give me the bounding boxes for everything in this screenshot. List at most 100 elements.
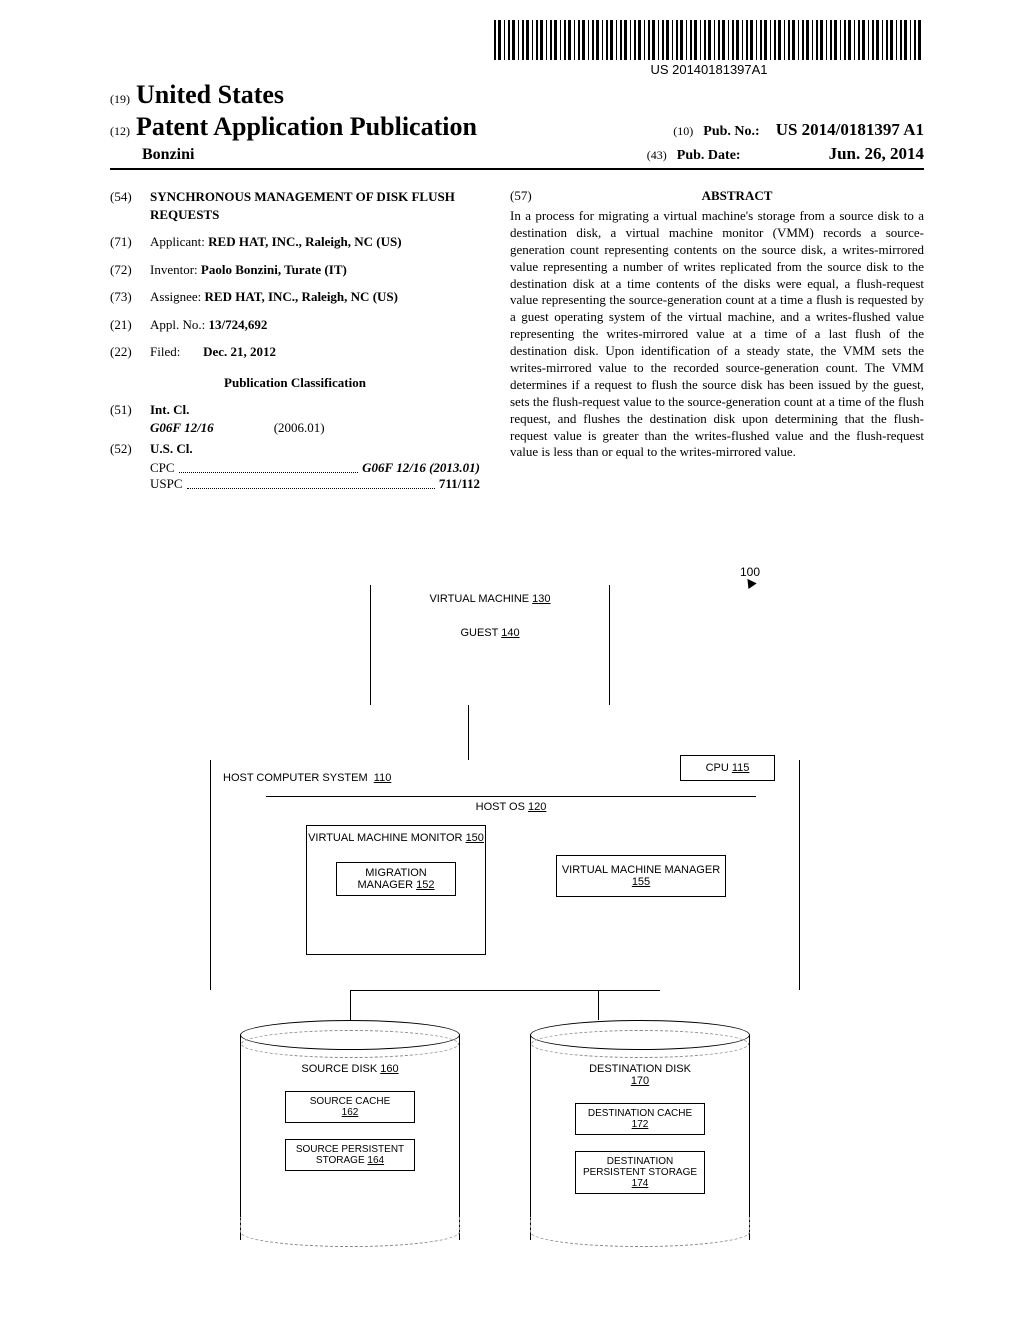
pubdate-code: (43) [647,148,667,162]
destination-disk: DESTINATION DISK 170 DESTINATION CACHE 1… [530,1020,750,1245]
connector-line [350,990,351,1020]
uspc-value: 711/112 [439,476,480,492]
dots-icon [179,472,359,473]
cylinder-body: DESTINATION DISK 170 DESTINATION CACHE 1… [530,1035,750,1240]
country: United States [136,80,284,110]
host-text: HOST COMPUTER SYSTEM [223,772,368,784]
cylinder-bottom-icon [240,1217,460,1247]
pubno-label: Pub. No.: [703,124,759,139]
vm-label: VIRTUAL MACHINE 130 [371,593,609,605]
dst-store-box: DESTINATION PERSISTENT STORAGE 174 [575,1151,705,1194]
abstract-text: In a process for migrating a virtual mac… [510,208,924,461]
right-column: (57) ABSTRACT In a process for migrating… [510,188,924,492]
migration-box: MIGRATION MANAGER 152 [336,862,456,896]
vmmgr-text: VIRTUAL MACHINE MANAGER [562,864,720,876]
filed-label: Filed: [150,344,180,359]
bibliographic-data: (54) SYNCHRONOUS MANAGEMENT OF DISK FLUS… [110,188,924,492]
src-cache-num: 162 [342,1107,359,1118]
applicant-value: RED HAT, INC., Raleigh, NC (US) [208,234,401,249]
hostos-label: HOST OS 120 [266,801,756,813]
dst-cache-box: DESTINATION CACHE 172 [575,1103,705,1135]
abstract-title: ABSTRACT [550,188,924,204]
pubno-code: (10) [673,124,693,138]
pub-no: US 2014/0181397 A1 [776,120,924,139]
pubdate-label: Pub. Date: [677,148,741,163]
guest-num: 140 [501,627,519,639]
left-column: (54) SYNCHRONOUS MANAGEMENT OF DISK FLUS… [110,188,480,492]
cpc-value: G06F 12/16 (2013.01) [362,460,480,476]
src-store-num: 164 [367,1155,384,1166]
src-disk-num: 160 [380,1063,398,1075]
applno-value: 13/724,692 [209,317,268,332]
title-code: (54) [110,188,150,223]
intcl-label: Int. Cl. [150,401,480,419]
filed: Filed: Dec. 21, 2012 [150,343,480,361]
vm-text: VIRTUAL MACHINE [429,593,529,605]
assignee: Assignee: RED HAT, INC., Raleigh, NC (US… [150,288,480,306]
host-box: HOST COMPUTER SYSTEM 110 HOST OS 120 VIR… [210,760,800,990]
assignee-value: RED HAT, INC., Raleigh, NC (US) [205,289,398,304]
dst-disk-label: DESTINATION DISK 170 [531,1063,749,1087]
barcode-text: US 20140181397A1 [494,62,924,77]
applicant-label: Applicant: [150,234,205,249]
cpu-text: CPU [706,762,729,774]
dst-disk-num: 170 [631,1075,649,1087]
uspc-label: USPC [150,476,183,492]
uscl-label: U.S. Cl. [150,440,480,458]
cpu-num: 115 [732,762,750,774]
src-disk-text: SOURCE DISK [301,1063,377,1075]
abstract-code: (57) [510,188,550,204]
hostos-num: 120 [528,801,546,813]
host-num: 110 [374,772,392,784]
guest-label: GUEST 140 [371,627,609,639]
applicant: Applicant: RED HAT, INC., Raleigh, NC (U… [150,233,480,251]
cylinder-bottom-icon [530,1217,750,1247]
vmm-label: VIRTUAL MACHINE MONITOR 150 [307,832,485,844]
dots-icon [187,488,435,489]
source-disk: SOURCE DISK 160 SOURCE CACHE 162 SOURCE … [240,1020,460,1245]
patent-page: US 20140181397A1 (19) United States (12)… [0,0,1024,512]
assignee-label: Assignee: [150,289,201,304]
connector-line [350,990,660,991]
dst-store-num: 174 [632,1178,649,1189]
pub-date: Jun. 26, 2014 [829,144,924,163]
dst-disk-text: DESTINATION DISK [589,1063,691,1075]
vmmgr-num: 155 [632,876,650,888]
cpc-label: CPC [150,460,175,476]
src-disk-label: SOURCE DISK 160 [241,1063,459,1075]
filed-value: Dec. 21, 2012 [203,344,276,359]
cpu-box: CPU 115 [680,755,775,781]
intcl-version: (2006.01) [274,420,325,436]
hostos-text: HOST OS [476,801,525,813]
vmmgr-box: VIRTUAL MACHINE MANAGER 155 [556,855,726,897]
src-cache-box: SOURCE CACHE 162 [285,1091,415,1123]
src-store-text: SOURCE PERSISTENT STORAGE [296,1144,404,1166]
vm-num: 130 [532,593,550,605]
applno-code: (21) [110,316,150,334]
pub-title: Patent Application Publication [136,112,477,142]
author: Bonzini [142,146,194,164]
guest-text: GUEST [460,627,498,639]
intcl-code: (51) [110,401,150,419]
cylinder-body: SOURCE DISK 160 SOURCE CACHE 162 SOURCE … [240,1035,460,1240]
hostos-box: HOST OS 120 VIRTUAL MACHINE MONITOR 150 … [266,796,756,966]
applno-label: Appl. No.: [150,317,205,332]
vm-box: VIRTUAL MACHINE 130 GUEST 140 [370,585,610,705]
classification-heading: Publication Classification [110,375,480,391]
inventor-code: (72) [110,261,150,279]
country-code: (19) [110,92,130,107]
mig-num: 152 [416,879,434,891]
invention-title: SYNCHRONOUS MANAGEMENT OF DISK FLUSH REQ… [150,188,480,223]
vmm-text: VIRTUAL MACHINE MONITOR [308,832,462,844]
inventor-label: Inventor: [150,262,198,277]
header: (19) United States (12) Patent Applicati… [110,80,924,170]
assignee-code: (73) [110,288,150,306]
connector-line [598,990,599,1020]
src-store-box: SOURCE PERSISTENT STORAGE 164 [285,1139,415,1171]
applicant-code: (71) [110,233,150,251]
vmm-box: VIRTUAL MACHINE MONITOR 150 MIGRATION MA… [306,825,486,955]
inventor-value: Paolo Bonzini, Turate (IT) [201,262,347,277]
inventor: Inventor: Paolo Bonzini, Turate (IT) [150,261,480,279]
barcode-block: US 20140181397A1 [494,20,924,77]
intcl-value: G06F 12/16 [150,420,214,436]
